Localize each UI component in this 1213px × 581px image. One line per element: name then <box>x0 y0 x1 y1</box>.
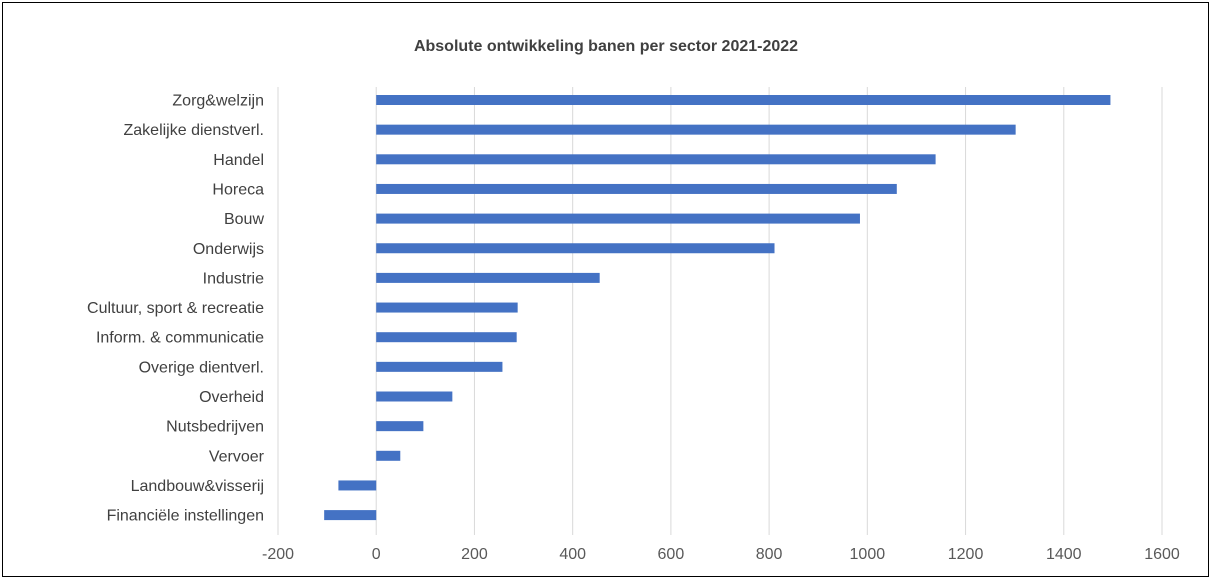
x-tick-label: 200 <box>461 546 488 563</box>
bar <box>338 480 377 491</box>
bar <box>376 95 1111 105</box>
category-label: Horeca <box>212 181 264 198</box>
x-tick-label: 1400 <box>1046 546 1082 563</box>
category-label: Inform. & communicatie <box>96 330 264 347</box>
category-label: Zorg&welzijn <box>172 93 264 110</box>
bar <box>376 450 401 461</box>
category-label: Industrie <box>203 270 264 287</box>
category-label: Handel <box>213 152 264 169</box>
x-tick-label: 400 <box>559 546 586 563</box>
bar <box>324 510 377 521</box>
bar <box>376 213 860 224</box>
x-tick-label: 1200 <box>948 546 984 563</box>
x-tick-label: 800 <box>756 546 783 563</box>
x-tick-label: 600 <box>658 546 685 563</box>
category-label: Cultuur, sport & recreatie <box>87 300 264 317</box>
bar-chart: Absolute ontwikkeling banen per sector 2… <box>87 38 1180 563</box>
x-tick-label: 0 <box>372 546 381 563</box>
bar <box>376 332 517 343</box>
category-label: Overheid <box>199 389 264 406</box>
bar <box>376 183 897 194</box>
x-tick-label: 1600 <box>1144 546 1180 563</box>
category-label: Nutsbedrijven <box>166 419 264 436</box>
category-label: Vervoer <box>209 448 265 465</box>
category-label: Overige dientverl. <box>139 359 264 376</box>
bar <box>376 302 518 313</box>
category-label: Onderwijs <box>193 241 264 258</box>
bar <box>376 154 936 165</box>
bar <box>376 391 453 402</box>
bars <box>324 95 1111 521</box>
category-labels: Zorg&welzijn Zakelijke dienstverl. Handel H… <box>87 93 265 525</box>
x-tick-labels: -200 0 200 400 600 800 1000 1200 1400 1600 <box>262 546 1180 563</box>
category-label: Financiële instellingen <box>107 508 264 525</box>
bar <box>376 272 600 283</box>
category-label: Bouw <box>224 211 264 228</box>
chart-title: Absolute ontwikkeling banen per sector 2… <box>414 38 798 55</box>
bar <box>376 361 503 372</box>
bar <box>376 124 1016 135</box>
bar <box>376 243 775 254</box>
category-label: Zakelijke dienstverl. <box>124 122 265 139</box>
bar <box>376 421 424 432</box>
x-tick-label: 1000 <box>850 546 886 563</box>
x-tick-label: -200 <box>262 546 294 563</box>
category-label: Landbouw&visserij <box>131 478 264 495</box>
